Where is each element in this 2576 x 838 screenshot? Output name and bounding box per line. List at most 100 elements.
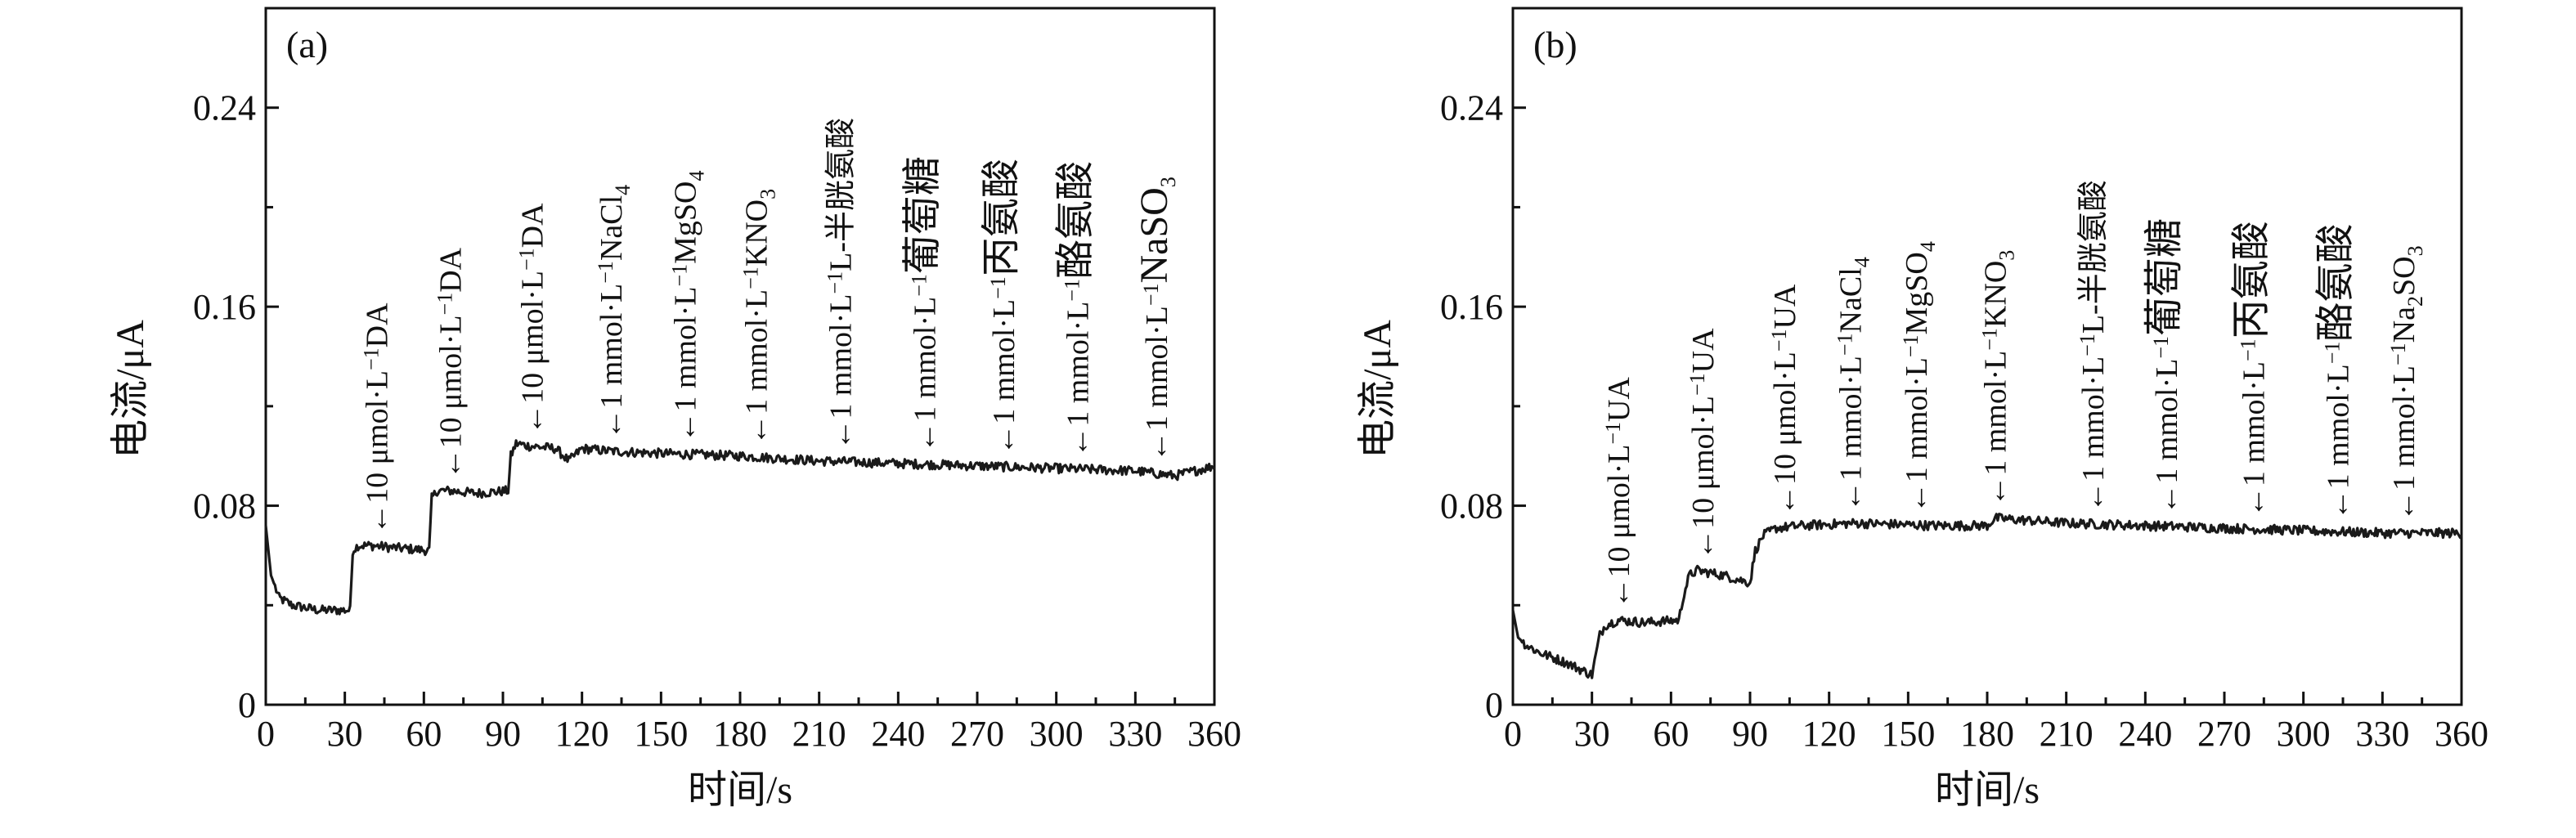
annotation-text: L-半胱氨酸 xyxy=(2076,180,2111,334)
annotation-text: ←10 μmol·L xyxy=(1768,352,1802,516)
x-tick-label: 360 xyxy=(2435,714,2488,754)
x-tick-label: 30 xyxy=(1574,714,1610,754)
x-tick-label: 0 xyxy=(1504,714,1522,754)
x-tick-label: 300 xyxy=(2277,714,2331,754)
annotation-text: ←1 mmol·L xyxy=(987,299,1021,455)
x-tick-label: 30 xyxy=(327,714,363,754)
annotation-text: 葡萄糖 xyxy=(901,156,945,274)
current-trace xyxy=(264,439,1216,616)
annotation-text: ←1 mmol·L xyxy=(1979,351,2013,507)
annotation-text: −1 xyxy=(1685,373,1709,396)
injection-annotation: ←1 mmol·L−1酪氨酸 xyxy=(2314,224,2358,521)
annotation-text: −1 xyxy=(2386,343,2410,365)
annotation-text: 丙氨酸 xyxy=(2229,221,2273,338)
annotation-text: 4 xyxy=(684,170,708,181)
x-tick-label: 0 xyxy=(257,714,275,754)
injection-annotation: ←1 mmol·L−1MgSO4 xyxy=(1899,241,1940,513)
annotation-text: NaCl xyxy=(1833,267,1868,333)
y-tick-label: 0.16 xyxy=(1440,287,1503,327)
injection-annotation: ←10 μmol·L−1DA xyxy=(359,302,394,535)
annotation-text: ←10 μmol·L xyxy=(1602,445,1636,609)
annotation-text: −1 xyxy=(908,274,931,297)
x-tick-label: 120 xyxy=(1802,714,1856,754)
injection-annotation: ←1 mmol·L−1KNO3 xyxy=(738,189,779,446)
annotation-text: −1 xyxy=(2149,336,2173,359)
panel-a: 0 30 60 90 120 150 180 210 240 270 300 330 360 0 0.08 0… xyxy=(109,7,1241,812)
injection-annotation: ←1 mmol·L−1L-半胱氨酸 xyxy=(2076,180,2111,513)
annotation-text: ←1 mmol·L xyxy=(1061,302,1095,458)
annotation-text: 3 xyxy=(2403,245,2427,256)
annotation-text: −1 xyxy=(1978,328,2002,351)
annotation-text: UA xyxy=(1768,284,1802,329)
annotation-text: −1 xyxy=(514,248,538,271)
annotation-text: −1 xyxy=(1060,279,1084,302)
annotation-text: −1 xyxy=(1601,422,1625,445)
x-tick-label: 210 xyxy=(792,714,846,754)
annotation-text: −1 xyxy=(433,293,457,316)
annotation-text: 4 xyxy=(1916,241,1940,252)
annotation-text: UA xyxy=(1602,377,1636,422)
y-tick-label: 0.24 xyxy=(1440,88,1503,128)
x-axis-label: 时间/s xyxy=(688,769,792,812)
x-tick-label: 330 xyxy=(1108,714,1162,754)
x-tick-label: 60 xyxy=(406,714,442,754)
annotation-text: −1 xyxy=(1139,283,1163,306)
annotation-text: −1 xyxy=(2236,338,2260,361)
annotation-text: −1 xyxy=(738,267,762,289)
annotation-text: UA xyxy=(1686,328,1721,373)
annotation-text: 3 xyxy=(756,189,779,199)
annotation-text: ←1 mmol·L xyxy=(668,287,702,443)
annotation-text: MgSO xyxy=(1900,252,1934,334)
injection-annotation: ←10 μmol·L−1DA xyxy=(514,203,550,435)
annotation-text: −1 xyxy=(594,261,617,284)
annotation-text: −1 xyxy=(2321,342,2345,365)
annotation-text: KNO xyxy=(739,199,774,267)
panel-b: 0 30 60 90 120 150 180 210 240 270 300 330 360 0 0.08 0… xyxy=(1356,7,2488,812)
annotation-text: ←1 mmol·L xyxy=(824,294,858,450)
annotation-text: −1 xyxy=(1899,334,1923,357)
annotation-text: MgSO xyxy=(668,181,702,263)
annotation-text: L-半胱氨酸 xyxy=(824,118,858,271)
annotation-text: DA xyxy=(515,203,550,248)
y-tick-label: 0.08 xyxy=(193,486,256,527)
y-axis-label: 电流/μA xyxy=(1356,320,1399,459)
annotation-text: 酪氨酸 xyxy=(1053,161,1097,279)
x-tick-label: 90 xyxy=(485,714,521,754)
x-tick-label: 60 xyxy=(1653,714,1689,754)
x-tick-label: 210 xyxy=(2040,714,2094,754)
x-tick-label: 150 xyxy=(634,714,688,754)
x-tick-label: 180 xyxy=(713,714,767,754)
x-tick-label: 240 xyxy=(2118,714,2172,754)
annotation-text: ←10 μmol·L xyxy=(1686,396,1721,560)
y-tick-label: 0.24 xyxy=(193,88,256,128)
annotation-text: ←10 μmol·L xyxy=(360,370,394,535)
x-tick-label: 150 xyxy=(1881,714,1935,754)
annotation-text: 3 xyxy=(1156,177,1180,187)
x-tick-label: 90 xyxy=(1732,714,1768,754)
injection-annotation: ←1 mmol·L−1丙氨酸 xyxy=(2229,221,2273,518)
annotation-text: −1 xyxy=(986,276,1010,299)
injection-annotation: ←1 mmol·L−1NaCl4 xyxy=(1833,257,1874,512)
annotation-text: ←10 μmol·L xyxy=(434,315,469,479)
x-tick-label: 270 xyxy=(2197,714,2251,754)
panel-label: (a) xyxy=(286,24,328,65)
injection-annotation: ←1 mmol·L−1丙氨酸 xyxy=(980,159,1023,455)
injection-annotation: ←1 mmol·L−1葡萄糖 xyxy=(2143,218,2186,515)
annotation-text: DA xyxy=(360,302,394,347)
x-tick-label: 330 xyxy=(2355,714,2409,754)
annotation-text: ←1 mmol·L xyxy=(739,289,774,446)
annotation-text: −1 xyxy=(1833,333,1856,356)
injection-annotation: ←1 mmol·L−1KNO3 xyxy=(1978,250,2019,507)
y-axis-label: 电流/μA xyxy=(109,320,152,459)
x-tick-label: 270 xyxy=(950,714,1004,754)
annotation-text: −1 xyxy=(823,271,846,294)
y-tick-label: 0.08 xyxy=(1440,486,1503,527)
annotation-text: Na xyxy=(2387,307,2421,343)
x-axis-label: 时间/s xyxy=(1935,769,2040,812)
current-trace xyxy=(1511,513,2463,679)
annotation-text: NaSO xyxy=(1133,187,1176,283)
annotation-text: ←1 mmol·L xyxy=(2150,359,2184,515)
annotation-text: SO xyxy=(2387,256,2421,296)
injection-annotation: ←1 mmol·L−1NaCl4 xyxy=(594,185,635,440)
